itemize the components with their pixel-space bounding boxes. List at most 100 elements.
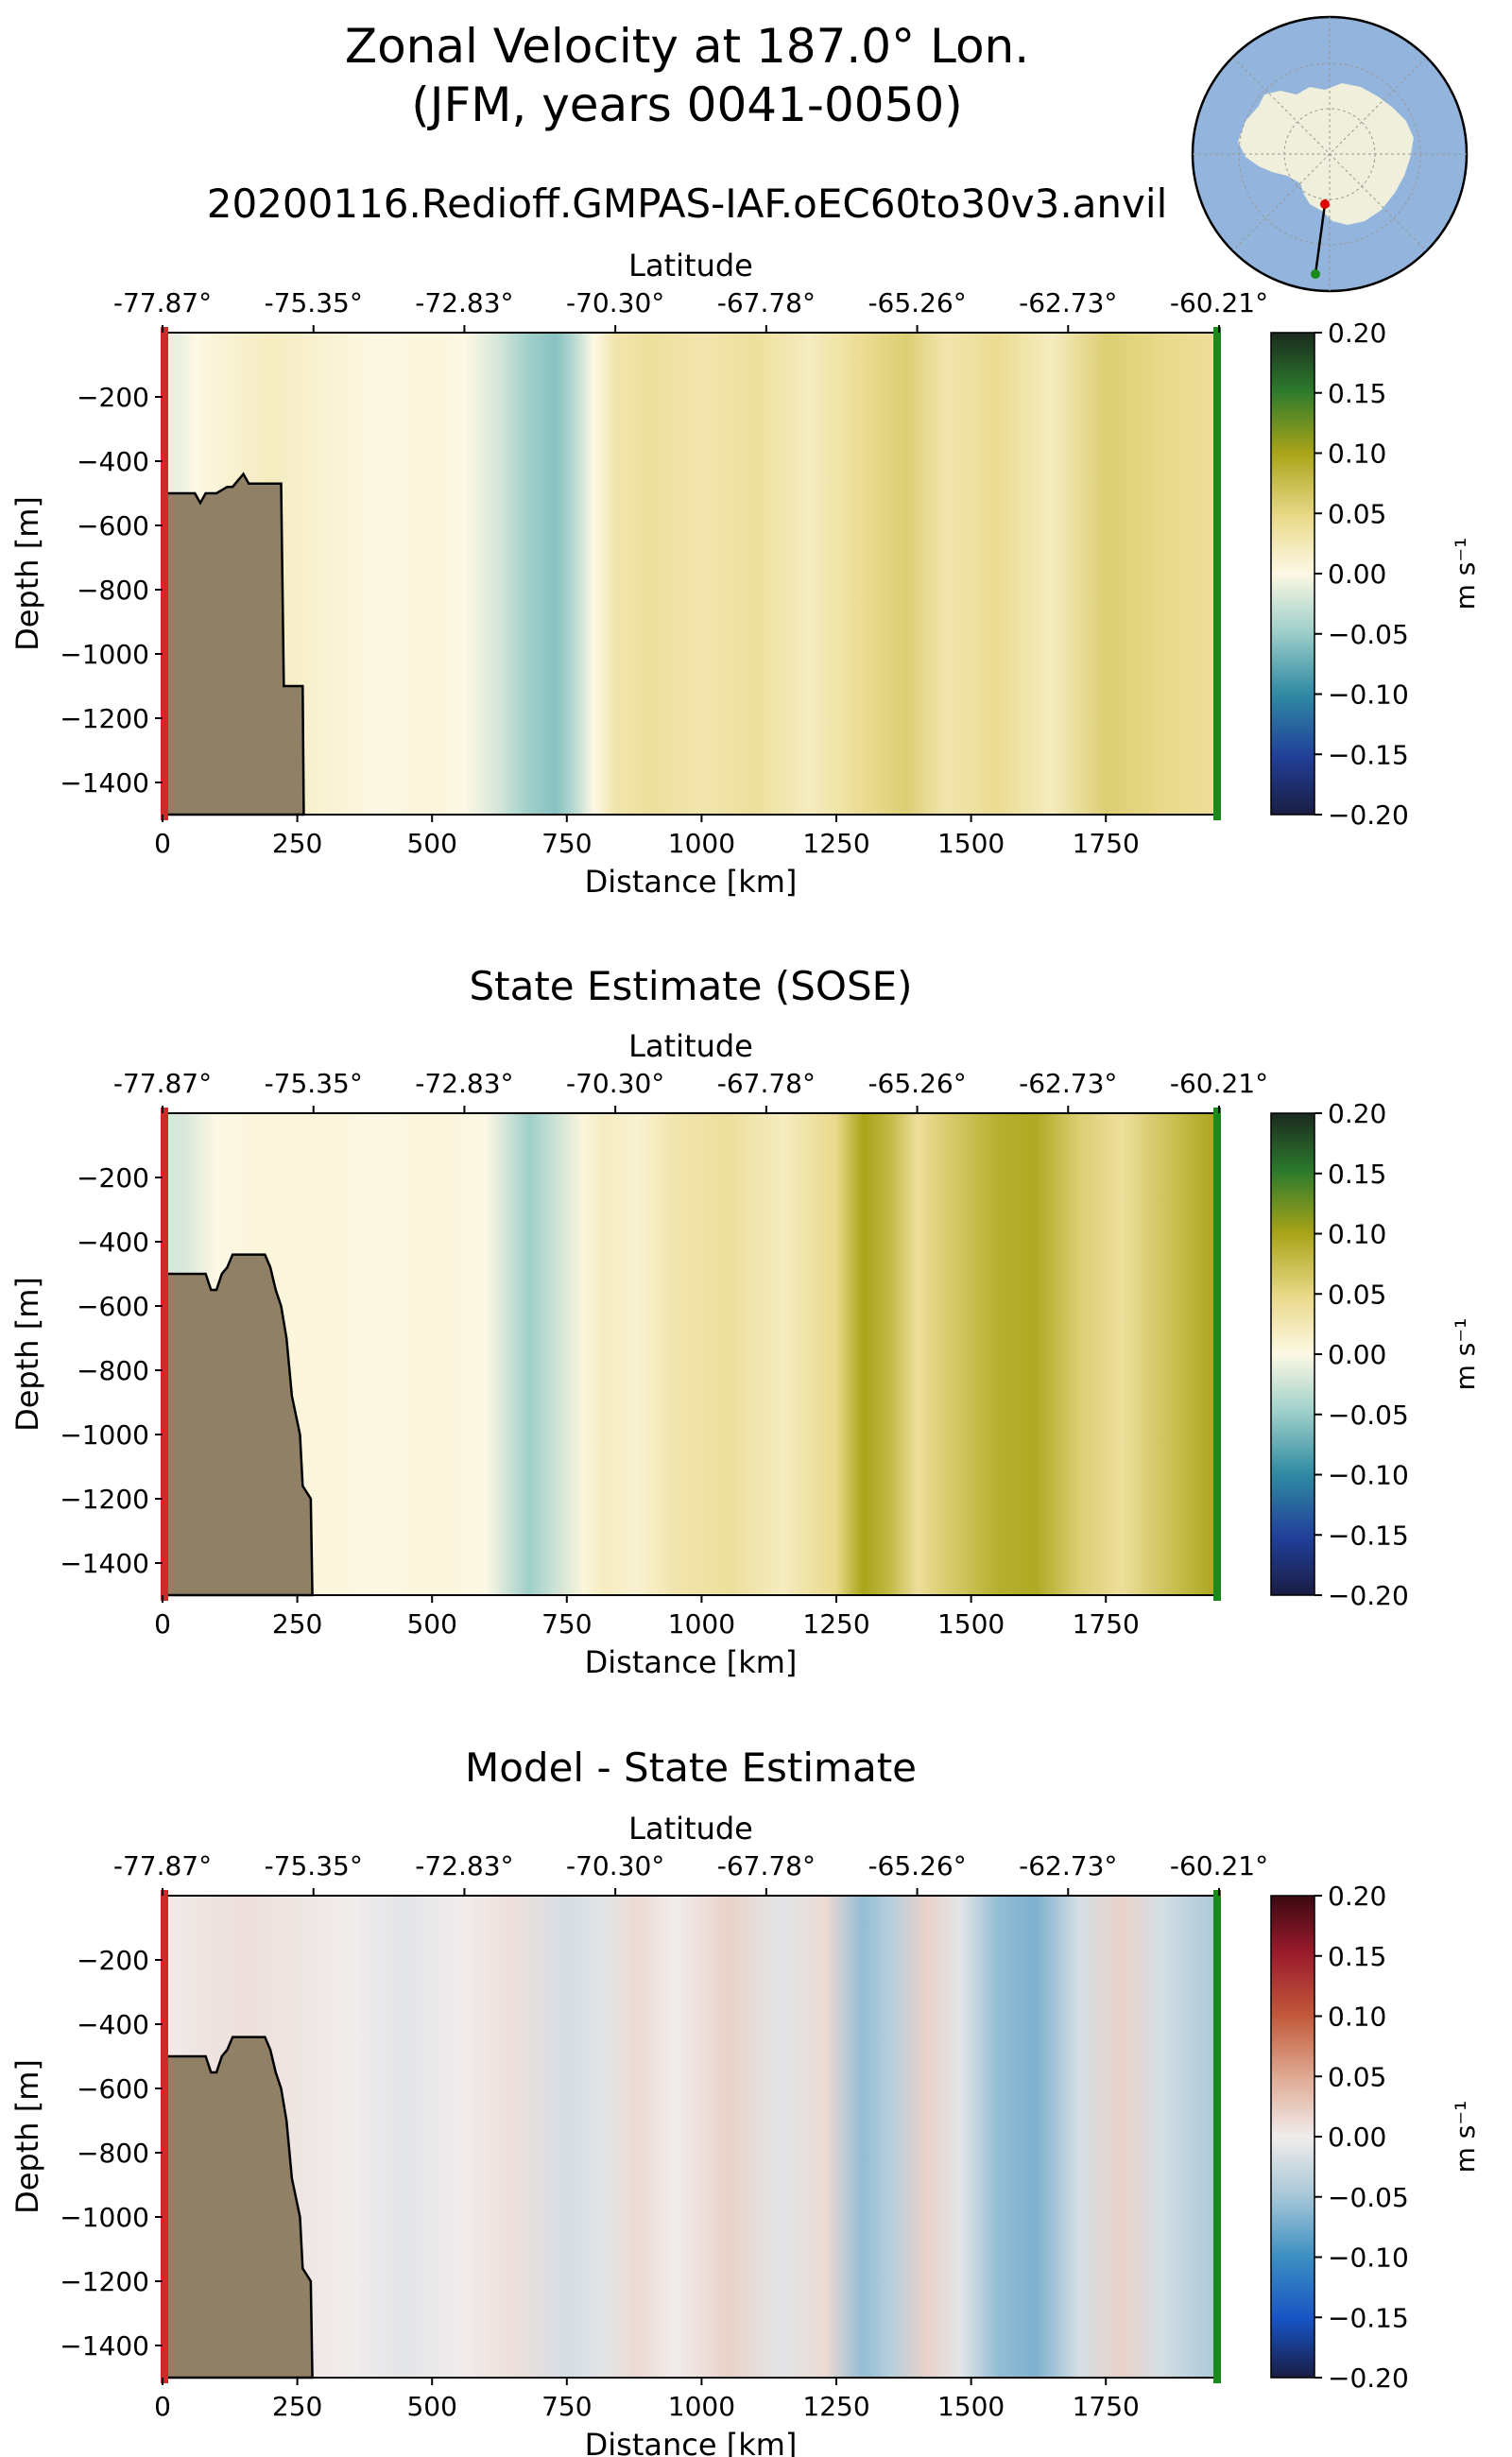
- lat-tick-label: -65.26°: [868, 1068, 966, 1099]
- y-tick-label: −800: [77, 1355, 149, 1386]
- colorbar-tick-label: −0.20: [1328, 799, 1409, 831]
- velocity-field: [163, 1113, 1219, 1595]
- colorbar-tick-label: −0.10: [1328, 2242, 1409, 2274]
- y-tick-label: −400: [77, 446, 149, 477]
- lat-tick-label: -77.87°: [113, 1068, 212, 1099]
- x-tick-label: 750: [541, 1608, 592, 1640]
- y-axis-label: Depth [m]: [9, 496, 45, 651]
- lat-tick-label: -65.26°: [868, 1850, 966, 1881]
- colorbar: [1270, 1112, 1315, 1596]
- y-tick-label: −1200: [60, 1484, 149, 1515]
- bathymetry: [161, 472, 305, 816]
- lat-tick-label: -67.78°: [717, 287, 816, 318]
- colorbar-tick-label: 0.00: [1328, 1339, 1386, 1370]
- panel-model: 0 250 500 750 1000 1250 1500 1750 Distance [km] −…: [9, 248, 1481, 900]
- colorbar-tick-label: −0.15: [1328, 739, 1409, 770]
- x-tick-label: 500: [406, 828, 456, 859]
- velocity-field: [163, 333, 1219, 815]
- x-axis-label: Distance [km]: [585, 2427, 798, 2457]
- lat-axis-label: Latitude: [628, 248, 753, 284]
- lat-tick-label: -75.35°: [265, 287, 363, 318]
- y-tick-label: −600: [77, 510, 149, 541]
- lat-tick-label: -70.30°: [566, 1850, 664, 1881]
- lat-axis-label: Latitude: [628, 1028, 753, 1064]
- lat-tick-label: -75.35°: [265, 1068, 363, 1099]
- x-tick-label: 0: [154, 828, 171, 859]
- y-tick-label: −800: [77, 2138, 149, 2169]
- figure-title-line1: Zonal Velocity at 187.0° Lon.: [345, 19, 1029, 74]
- x-tick-label: 1750: [1073, 1608, 1140, 1640]
- lat-axis-label: Latitude: [628, 1811, 753, 1847]
- y-tick-label: −1000: [60, 1419, 149, 1451]
- bathymetry: [161, 2036, 314, 2380]
- x-tick-label: 0: [154, 1608, 171, 1640]
- y-tick-label: −1200: [60, 2266, 149, 2297]
- colorbar-tick-label: 0.10: [1328, 438, 1386, 470]
- colorbar-tick-label: 0.00: [1328, 558, 1386, 590]
- x-tick-label: 1750: [1073, 2391, 1140, 2422]
- colorbar-tick-label: −0.15: [1328, 2302, 1409, 2333]
- lat-tick-label: -62.73°: [1019, 1068, 1117, 1099]
- lat-tick-label: -70.30°: [566, 287, 664, 318]
- x-tick-label: 1000: [668, 828, 735, 859]
- lat-tick-label: -60.21°: [1170, 1850, 1268, 1881]
- colorbar-label: m s⁻¹: [1450, 538, 1481, 610]
- colorbar-tick-label: 0.10: [1328, 2002, 1386, 2033]
- colorbar-tick-label: 0.20: [1328, 318, 1386, 349]
- transect-line: [1314, 203, 1327, 275]
- lat-tick-label: -70.30°: [566, 1068, 664, 1099]
- figure-title-line2: (JFM, years 0041-0050): [411, 77, 962, 132]
- colorbar-tick-label: 0.20: [1328, 1098, 1386, 1129]
- transect-end-marker: [1311, 269, 1320, 279]
- lat-tick-label: -77.87°: [113, 1850, 212, 1881]
- x-tick-label: 750: [541, 828, 592, 859]
- y-tick-label: −200: [77, 1945, 149, 1976]
- x-tick-label: 1500: [937, 2391, 1005, 2422]
- y-tick-label: −1000: [60, 2202, 149, 2233]
- colorbar-tick-label: −0.05: [1328, 1400, 1409, 1431]
- panel-difference: Model - State Estimate 0 250 500 750 1000 1250…: [9, 1744, 1481, 2457]
- x-tick-label: 1500: [937, 1608, 1005, 1640]
- lat-tick-label: -62.73°: [1019, 287, 1117, 318]
- x-tick-label: 500: [406, 1608, 456, 1640]
- y-tick-label: −600: [77, 2073, 149, 2105]
- colorbar-label: m s⁻¹: [1450, 1318, 1481, 1391]
- x-axis-label: Distance [km]: [585, 864, 798, 900]
- colorbar-tick-label: 0.05: [1328, 2061, 1386, 2092]
- x-tick-label: 250: [272, 2391, 322, 2422]
- lat-tick-label: -77.87°: [113, 287, 212, 318]
- transect-start-marker: [1320, 199, 1330, 209]
- y-tick-label: −1400: [60, 1548, 149, 1579]
- colorbar-tick-label: 0.20: [1328, 1881, 1386, 1912]
- colorbar-tick-label: 0.15: [1328, 378, 1386, 409]
- lat-tick-label: -60.21°: [1170, 1068, 1268, 1099]
- x-tick-label: 1500: [937, 828, 1005, 859]
- panel-title: State Estimate (SOSE): [469, 963, 912, 1009]
- y-tick-label: −200: [77, 1162, 149, 1194]
- colorbar-tick-label: −0.20: [1328, 1580, 1409, 1611]
- colorbar-tick-label: 0.05: [1328, 1279, 1386, 1310]
- colorbar-tick-label: 0.10: [1328, 1219, 1386, 1250]
- y-tick-label: −600: [77, 1291, 149, 1322]
- lat-tick-label: -75.35°: [265, 1850, 363, 1881]
- y-tick-label: −1400: [60, 2330, 149, 2362]
- y-tick-label: −400: [77, 2009, 149, 2040]
- colorbar-tick-label: −0.10: [1328, 1460, 1409, 1491]
- x-tick-label: 1000: [668, 1608, 735, 1640]
- run-name: 20200116.Redioff.GMPAS-IAF.oEC60to30v3.a…: [207, 180, 1168, 227]
- lat-tick-label: -72.83°: [415, 1068, 513, 1099]
- x-tick-label: 1250: [802, 828, 869, 859]
- lat-tick-label: -67.78°: [717, 1850, 816, 1881]
- y-tick-label: −1200: [60, 703, 149, 734]
- x-tick-label: 1000: [668, 2391, 735, 2422]
- panel-sose: State Estimate (SOSE) 0 250 500 750 1000 1250 1…: [9, 963, 1481, 1680]
- x-tick-label: 1750: [1073, 828, 1140, 859]
- y-axis-label: Depth [m]: [9, 1277, 45, 1432]
- lat-tick-label: -67.78°: [717, 1068, 816, 1099]
- y-axis-label: Depth [m]: [9, 2059, 45, 2214]
- x-tick-label: 750: [541, 2391, 592, 2422]
- y-tick-label: −800: [77, 575, 149, 606]
- colorbar: [1270, 332, 1315, 816]
- panel-title: Model - State Estimate: [465, 1744, 917, 1791]
